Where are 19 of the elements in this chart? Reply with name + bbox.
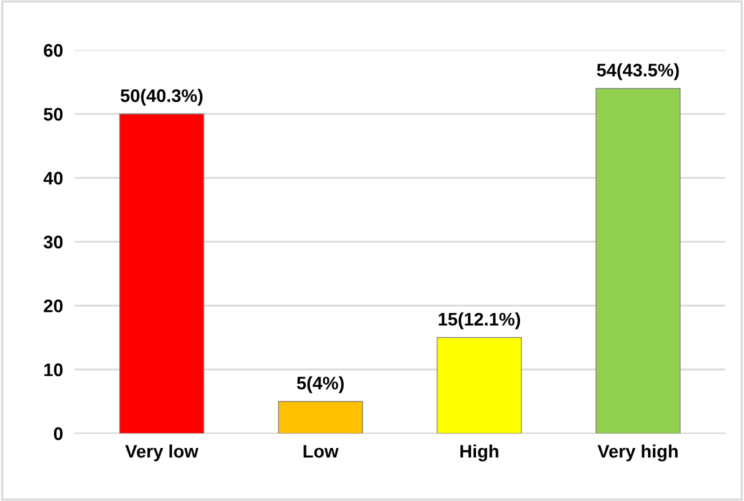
y-tick-label: 60	[44, 44, 63, 57]
bar	[119, 114, 204, 434]
data-label: 5(4%)	[296, 376, 344, 394]
data-label: 50(40.3%)	[120, 88, 202, 106]
data-label: 54(43.5%)	[596, 63, 679, 80]
x-tick-label: High	[460, 444, 498, 462]
bar	[278, 401, 364, 434]
y-tick-label: 20	[44, 300, 63, 312]
x-tick-label: Very high	[598, 444, 678, 462]
x-tick-label: Very low	[125, 444, 198, 462]
y-tick-label: 0	[54, 427, 63, 440]
x-tick-label: Low	[304, 445, 339, 458]
bar	[596, 88, 681, 434]
y-tick-label: 50	[44, 108, 63, 121]
y-tick-label: 40	[43, 172, 63, 185]
y-tick-label: 10	[44, 363, 63, 376]
y-tick-label: 30	[44, 236, 63, 248]
data-label: 15(12.1%)	[438, 312, 520, 330]
bar	[436, 337, 522, 434]
